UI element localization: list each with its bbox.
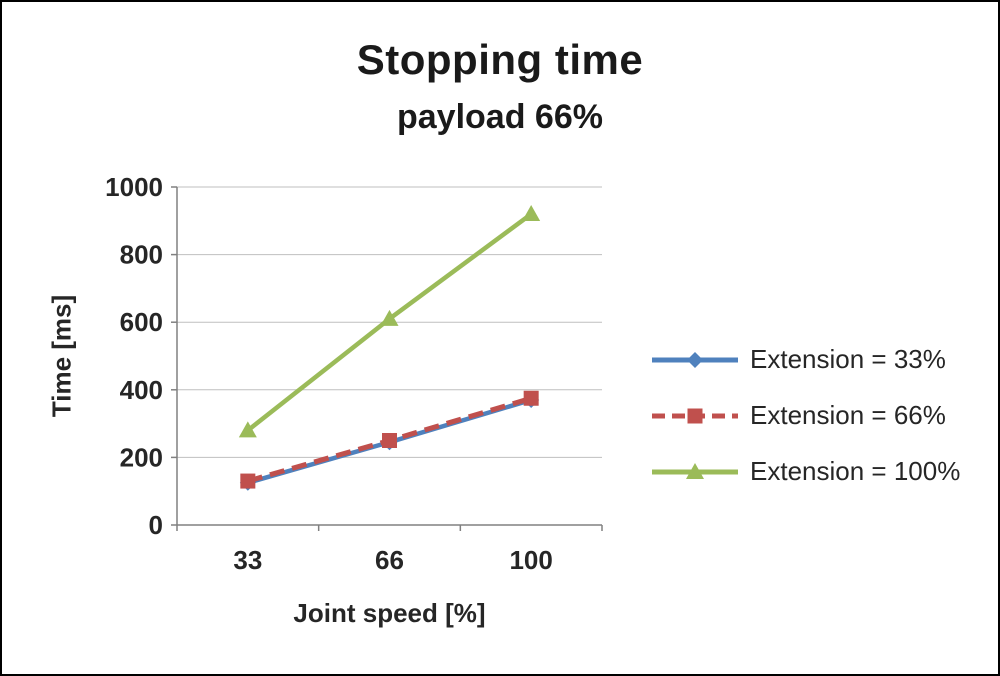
y-tick-label: 400 (120, 375, 163, 405)
legend-sample-square-icon (652, 408, 738, 423)
legend-item: Extension = 100% (650, 456, 960, 487)
square-marker (382, 433, 397, 448)
triangle-marker (686, 462, 704, 479)
diamond-marker (687, 351, 703, 368)
triangle-marker (380, 309, 399, 326)
legend-item: Extension = 66% (650, 400, 960, 431)
chart-title: Stopping time (356, 36, 644, 83)
x-tick-label: 66 (375, 545, 404, 575)
x-axis-title: Joint speed [%] (293, 598, 486, 628)
legend-label: Extension = 33% (750, 344, 946, 374)
y-tick-label: 1000 (105, 172, 163, 202)
y-tick-label: 800 (120, 240, 163, 270)
square-marker (240, 473, 256, 489)
y-tick-label: 0 (149, 510, 163, 540)
legend-label: Extension = 66% (750, 400, 946, 430)
legend: Extension = 33% Extension = 66% Extension … (650, 344, 960, 487)
y-tick-label: 200 (120, 442, 163, 472)
square-marker (687, 408, 703, 423)
y-tick-label: 600 (120, 307, 163, 337)
chart-subtitle: payload 66% (397, 98, 603, 136)
legend-sample-diamond-icon (652, 351, 738, 368)
y-axis-title: Time [ms] (46, 294, 77, 418)
x-tick-label: 100 (509, 545, 552, 575)
triangle-marker (522, 205, 541, 222)
square-marker (523, 390, 539, 406)
x-tick-label: 33 (233, 545, 262, 575)
triangle-marker (238, 421, 257, 438)
legend-sample-triangle-icon (652, 462, 738, 479)
legend-label: Extension = 100% (750, 456, 961, 486)
legend-item: Extension = 33% (650, 344, 960, 375)
